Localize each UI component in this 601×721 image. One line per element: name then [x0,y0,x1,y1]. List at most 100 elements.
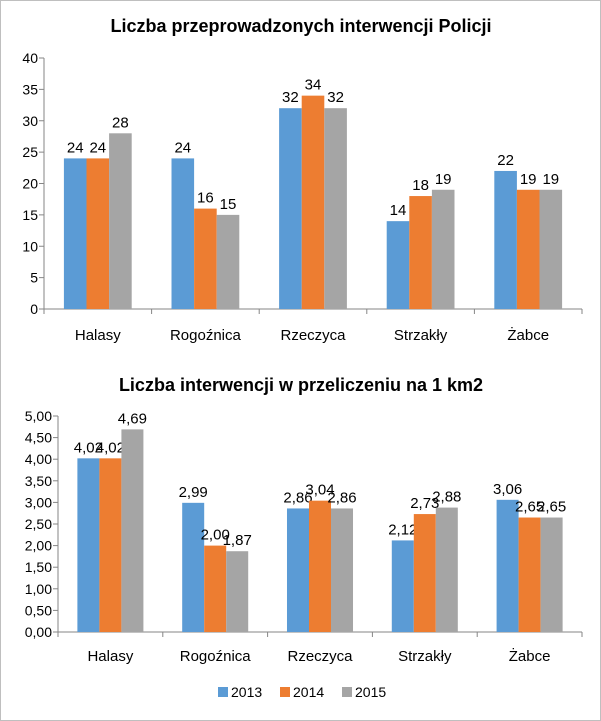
data-label: 4,69 [118,410,147,427]
y-tick-label: 1,50 [25,559,52,575]
legend: 2013 2014 2015 [218,684,386,700]
data-label: 2,86 [327,489,356,506]
legend-swatch [342,687,352,697]
bar-2015 [431,189,455,309]
data-label: 32 [282,89,299,106]
x-tick-label: Żabce [509,647,551,665]
data-label: 14 [390,202,407,219]
bar-2014 [194,208,217,309]
bar-2013 [286,508,309,632]
bar-2015 [216,214,240,309]
legend-swatch [280,687,290,697]
data-label: 2,00 [201,527,230,544]
data-label: 15 [220,196,237,213]
y-tick-label: 0 [30,301,38,317]
bar-2013 [496,499,519,632]
x-tick-label: Rzeczyca [280,327,346,344]
data-label: 2,65 [515,499,544,516]
bar-2013 [279,108,302,309]
data-label: 2,99 [179,484,208,501]
bar-2014 [86,158,110,309]
y-tick-label: 4,50 [25,430,52,446]
bar-2013 [77,458,100,632]
bar-2013 [391,540,414,632]
y-tick-label: 15 [22,207,38,223]
data-label: 24 [89,139,106,156]
y-tick-label: 25 [22,144,38,160]
bar-2014 [409,196,432,309]
y-tick-label: 0,00 [25,624,52,640]
data-label: 2,12 [388,521,417,538]
bar-2014 [518,517,541,632]
y-tick-label: 35 [22,81,38,97]
y-tick-label: 5 [30,270,38,286]
data-label: 19 [520,171,537,188]
data-label: 4,02 [74,439,103,456]
data-label: 4,02 [96,439,125,456]
data-label: 34 [305,77,322,94]
bar-2014 [99,458,122,632]
data-label: 16 [197,190,214,207]
data-label: 3,06 [493,481,522,498]
x-tick-label: Halasy [75,327,121,344]
y-tick-label: 2,50 [25,516,52,532]
data-label: 24 [174,139,191,156]
chart-panel-2: Liczba interwencji w przeliczeniu na 1 k… [25,375,583,665]
bar-2015 [539,189,563,309]
legend-label: 2014 [293,684,324,700]
data-label: 24 [67,139,84,156]
x-tick-label: Halasy [87,648,133,665]
bar-2013 [171,158,195,309]
bar-2013 [63,158,87,309]
legend-label: 2013 [231,684,262,700]
y-tick-label: 4,00 [25,451,52,467]
data-label: 2,86 [283,489,312,506]
data-label: 19 [542,171,559,188]
x-tick-label: Strzakły [398,648,452,665]
data-label: 19 [435,171,452,188]
chart-title: Liczba interwencji w przeliczeniu na 1 k… [119,375,483,395]
legend-label: 2015 [355,684,386,700]
x-tick-label: Strzakły [394,327,448,344]
bar-2015 [121,429,144,632]
bar-2013 [386,221,410,309]
data-label: 22 [497,152,514,169]
bar-2013 [182,502,205,632]
y-tick-label: 0,50 [25,602,52,618]
bar-2014 [301,95,325,310]
x-tick-label: Żabce [507,326,549,344]
y-tick-label: 40 [22,50,38,66]
data-label: 2,88 [432,489,461,506]
data-label: 1,87 [223,532,252,549]
chart-panel-1: Liczba przeprowadzonych interwencji Poli… [22,16,583,344]
y-tick-label: 5,00 [25,408,52,424]
legend-swatch [218,687,228,697]
bar-2014 [516,189,540,309]
bar-2015 [331,508,354,632]
bar-2015 [435,507,458,632]
y-tick-label: 10 [22,238,38,254]
bar-2015 [226,551,249,632]
y-tick-label: 30 [22,113,38,129]
data-label: 2,65 [537,499,566,516]
bar-2014 [204,545,227,632]
y-tick-label: 20 [22,176,38,192]
bar-2014 [308,500,332,632]
data-label: 2,73 [410,495,439,512]
bar-2015 [540,517,563,632]
data-label: 18 [412,177,429,194]
y-tick-label: 1,00 [25,581,52,597]
bar-2015 [324,108,347,309]
y-tick-label: 3,00 [25,494,52,510]
y-tick-label: 3,50 [25,473,52,489]
bar-2013 [494,170,517,309]
bar-2014 [413,514,436,632]
y-tick-label: 2,00 [25,538,52,554]
chart-title: Liczba przeprowadzonych interwencji Poli… [110,16,491,36]
data-label: 32 [327,89,344,106]
bar-2015 [109,133,132,309]
data-label: 28 [112,114,129,131]
x-tick-label: Rogoźnica [180,648,252,665]
